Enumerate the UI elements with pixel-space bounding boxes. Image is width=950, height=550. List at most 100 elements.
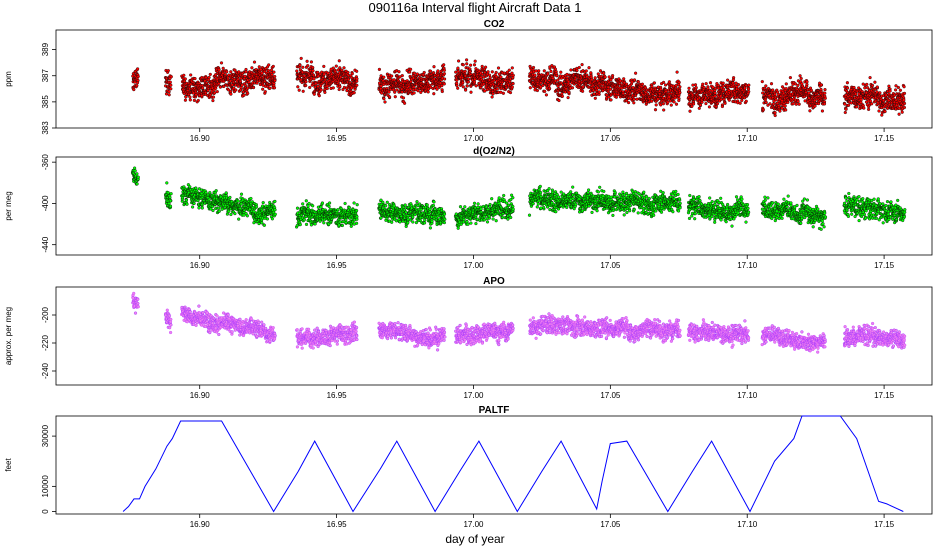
data-point <box>803 99 807 103</box>
data-point <box>409 67 413 71</box>
data-point <box>426 90 430 94</box>
data-point <box>136 67 140 71</box>
data-point <box>650 99 654 103</box>
data-point <box>415 72 419 76</box>
data-point <box>580 89 585 93</box>
data-point <box>337 223 341 227</box>
data-point <box>866 107 871 111</box>
x-tick-label: 17.15 <box>874 134 895 143</box>
data-point <box>442 63 446 67</box>
data-point <box>384 204 388 208</box>
y-tick-label: 383 <box>41 121 50 135</box>
data-point <box>311 69 315 73</box>
data-point <box>590 77 594 82</box>
data-point <box>307 201 311 206</box>
data-point <box>272 81 276 86</box>
data-point <box>846 103 851 107</box>
data-point <box>382 97 386 101</box>
data-point <box>868 75 872 80</box>
data-point <box>484 65 488 69</box>
data-point <box>197 206 201 210</box>
data-point <box>412 91 416 95</box>
data-point <box>194 186 198 190</box>
data-point <box>862 106 866 110</box>
data-point <box>261 201 265 205</box>
data-point <box>465 62 469 66</box>
y-tick-label: -440 <box>41 236 50 253</box>
data-point <box>873 80 877 84</box>
data-point <box>431 71 436 75</box>
data-point <box>843 110 847 115</box>
data-point <box>721 81 725 85</box>
data-point <box>268 86 272 90</box>
data-point <box>593 76 597 80</box>
data-point <box>432 92 436 96</box>
x-tick-label: 16.90 <box>190 261 211 270</box>
data-point <box>510 66 514 70</box>
data-point <box>224 191 228 195</box>
data-point <box>164 92 169 96</box>
data-point <box>747 89 751 94</box>
data-point <box>566 95 570 100</box>
data-point <box>560 94 564 98</box>
data-point <box>271 64 275 68</box>
data-point <box>678 85 682 89</box>
data-point <box>900 110 904 114</box>
data-point <box>865 82 869 86</box>
x-tick-label: 17.00 <box>463 261 484 270</box>
data-point <box>794 102 798 106</box>
data-point <box>301 65 305 69</box>
data-point <box>652 81 656 85</box>
data-point <box>133 169 137 173</box>
data-point <box>322 221 326 225</box>
data-point <box>442 82 446 86</box>
data-point <box>395 88 399 92</box>
data-point <box>553 67 557 71</box>
data-point <box>135 172 139 176</box>
data-point <box>377 67 381 71</box>
data-point <box>883 109 887 114</box>
data-point <box>719 97 723 101</box>
data-point <box>640 82 644 86</box>
data-point <box>843 102 847 106</box>
data-point <box>474 84 478 88</box>
data-point <box>383 100 387 104</box>
data-point <box>589 71 593 75</box>
data-point <box>534 69 538 73</box>
data-point <box>428 69 433 73</box>
data-point <box>495 87 499 91</box>
data-point <box>767 93 771 98</box>
data-point <box>340 223 344 228</box>
data-point <box>666 100 670 104</box>
data-point <box>237 217 241 221</box>
data-point <box>251 85 256 90</box>
data-point <box>215 89 219 94</box>
data-point <box>210 204 214 209</box>
data-point <box>214 189 218 193</box>
data-point <box>299 56 303 60</box>
data-point <box>669 103 673 107</box>
data-point <box>632 78 637 82</box>
data-point <box>263 89 267 94</box>
data-point <box>805 80 809 84</box>
data-point <box>352 201 356 205</box>
data-point <box>167 201 171 206</box>
data-point <box>688 109 692 113</box>
data-point <box>385 200 389 204</box>
data-point <box>461 80 465 85</box>
data-point <box>605 93 609 97</box>
data-point <box>863 86 867 90</box>
data-point <box>456 86 460 90</box>
data-point <box>211 98 215 103</box>
data-point <box>746 87 751 91</box>
data-point <box>229 212 233 217</box>
data-point <box>535 88 539 93</box>
data-point <box>674 102 679 106</box>
data-point <box>697 106 701 110</box>
data-point <box>667 80 671 84</box>
data-point <box>261 87 265 91</box>
data-point <box>242 93 246 97</box>
